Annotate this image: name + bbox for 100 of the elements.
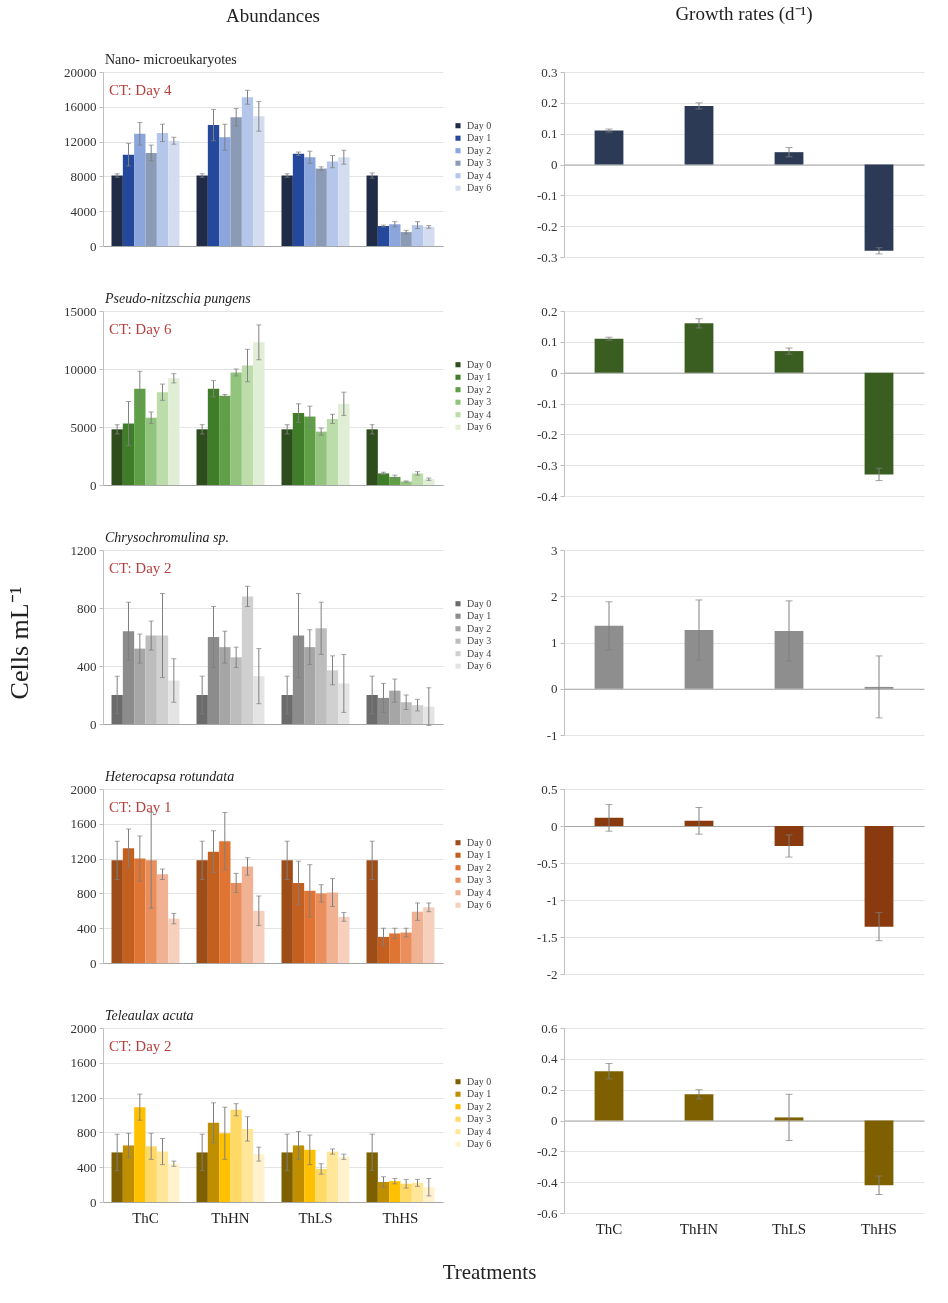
- y-tick-label: -0.4: [536, 1174, 558, 1190]
- y-tick-label: 0.2: [541, 1082, 558, 1098]
- legend-label: Day 2: [467, 1100, 492, 1112]
- y-tick-label: -0.1: [536, 396, 558, 411]
- y-tick-label: -1: [546, 727, 558, 743]
- y-tick-label: 0.1: [541, 126, 558, 142]
- legend-label: Day 3: [467, 157, 492, 169]
- y-tick-label: 400: [77, 1159, 97, 1175]
- annotation: CT: Day 2: [109, 560, 172, 576]
- y-tick-label: 0: [551, 681, 558, 697]
- y-tick-label: 16000: [64, 99, 97, 115]
- legend-label: Day 4: [467, 886, 492, 898]
- y-tick-label: 10000: [64, 361, 97, 377]
- y-tick-label: 2: [551, 588, 558, 604]
- y-tick-label: -0.4: [536, 488, 558, 504]
- y-tick-label: -0.3: [536, 457, 558, 473]
- annotation: CT: Day 1: [109, 799, 172, 815]
- legend-label: Day 2: [467, 861, 492, 873]
- legend-label: Day 2: [467, 144, 492, 156]
- legend-label: Day 3: [467, 635, 492, 647]
- y-tick-label: 0: [90, 716, 97, 732]
- y-tick-label: 0.4: [541, 1051, 558, 1067]
- y-tick-label: -0.2: [536, 426, 558, 442]
- chart-subtitle: Chrysochromulina sp.: [105, 530, 229, 545]
- x-tick-label: ThLS: [298, 1209, 333, 1226]
- y-tick-label: 0.3: [541, 64, 558, 80]
- y-tick-label: 1200: [70, 851, 97, 867]
- x-tick-label: ThHS: [861, 1220, 897, 1237]
- legend-label: Day 3: [467, 874, 492, 886]
- legend-label: Day 1: [467, 610, 492, 622]
- legend-label: Day 1: [467, 132, 492, 144]
- x-tick-label: ThHS: [382, 1209, 419, 1226]
- chart-title: Abundances: [226, 5, 320, 26]
- y-tick-label: 2000: [70, 1020, 97, 1036]
- x-axis-title: Treatments: [442, 1260, 537, 1284]
- legend-label: Day 1: [467, 1088, 492, 1100]
- legend-label: Day 1: [467, 371, 492, 383]
- y-tick-label: 0: [551, 157, 558, 172]
- y-tick-label: -0.3: [536, 249, 558, 265]
- y-tick-label: 800: [77, 1124, 97, 1140]
- legend-label: Day 1: [467, 849, 492, 861]
- y-tick-label: 0: [551, 818, 558, 834]
- legend-label: Day 3: [467, 1113, 492, 1125]
- legend-label: Day 6: [467, 660, 492, 672]
- chart-subtitle: Heterocapsa rotundata: [104, 769, 235, 784]
- y-tick-label: 0.2: [541, 303, 558, 319]
- y-tick-label: 0.2: [541, 95, 558, 111]
- annotation: CT: Day 4: [109, 82, 173, 98]
- y-tick-label: 0.1: [541, 334, 558, 350]
- y-tick-label: -1: [546, 892, 558, 908]
- y-tick-label: 4000: [70, 203, 97, 219]
- x-tick-label: ThC: [132, 1209, 159, 1226]
- chart-subtitle: Nano- microeukaryotes: [105, 52, 237, 67]
- y-tick-label: 0: [90, 955, 97, 971]
- legend-label: Day 0: [467, 597, 492, 609]
- legend-label: Day 3: [467, 396, 492, 408]
- y-tick-label: -1.5: [536, 929, 558, 945]
- y-tick-label: 20000: [64, 64, 97, 80]
- y-tick-label: -0.6: [536, 1205, 558, 1221]
- y-axis-title: Cells mL⁻¹: [5, 586, 34, 700]
- legend-label: Day 6: [467, 1138, 492, 1150]
- y-tick-label: 1200: [70, 542, 97, 558]
- y-tick-label: 400: [77, 920, 97, 936]
- y-tick-label: 0: [551, 1113, 558, 1128]
- legend-label: Day 0: [467, 836, 492, 848]
- y-tick-label: 0: [90, 1194, 97, 1210]
- legend-label: Day 0: [467, 1075, 492, 1087]
- chart-subtitle: Teleaulax acuta: [105, 1008, 194, 1023]
- y-tick-label: -0.5: [536, 855, 558, 871]
- y-tick-label: 1200: [70, 1090, 97, 1106]
- annotation: CT: Day 2: [109, 1038, 172, 1054]
- y-tick-label: 1600: [70, 816, 97, 832]
- y-tick-label: -0.1: [536, 187, 558, 203]
- legend-label: Day 4: [467, 169, 492, 181]
- x-tick-label: ThHN: [679, 1220, 719, 1237]
- y-tick-label: 0.6: [541, 1020, 558, 1036]
- y-tick-label: 1600: [70, 1055, 97, 1071]
- y-tick-label: 8000: [70, 168, 97, 184]
- legend-label: Day 4: [467, 1125, 492, 1137]
- y-tick-label: 12000: [64, 134, 97, 150]
- y-tick-label: 2000: [70, 781, 97, 797]
- y-tick-label: 3: [551, 542, 558, 558]
- y-tick-label: 800: [77, 600, 97, 616]
- legend-label: Day 2: [467, 622, 492, 634]
- legend-label: Day 4: [467, 408, 492, 420]
- chart-subtitle: Pseudo-nitzschia pungens: [104, 291, 252, 306]
- y-tick-label: -0.2: [536, 1143, 558, 1159]
- chart-title: Growth rates (d⁻¹): [675, 3, 813, 25]
- y-tick-label: 15000: [64, 303, 97, 319]
- legend-label: Day 0: [467, 119, 492, 131]
- legend-label: Day 4: [467, 647, 492, 659]
- y-tick-label: -2: [546, 966, 558, 982]
- legend-label: Day 6: [467, 421, 492, 433]
- x-tick-label: ThLS: [771, 1220, 807, 1237]
- legend-label: Day 0: [467, 358, 492, 370]
- annotation: CT: Day 6: [109, 321, 173, 337]
- y-tick-label: -0.2: [536, 218, 558, 234]
- y-tick-label: 800: [77, 885, 97, 901]
- x-tick-label: ThC: [595, 1220, 623, 1237]
- legend-label: Day 6: [467, 899, 492, 911]
